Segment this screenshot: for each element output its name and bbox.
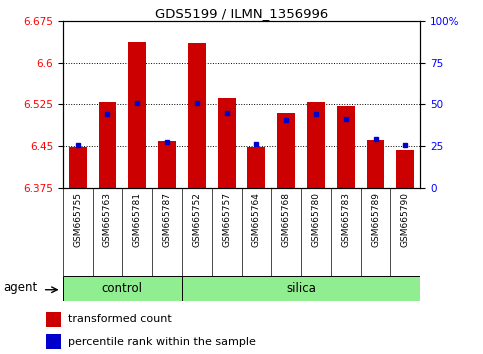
Bar: [307, 102, 325, 188]
Bar: [158, 141, 176, 188]
Text: GSM665763: GSM665763: [103, 192, 112, 247]
Bar: [397, 150, 414, 188]
Bar: [247, 147, 265, 188]
Bar: [69, 147, 86, 188]
Text: GSM665752: GSM665752: [192, 192, 201, 247]
Text: silica: silica: [286, 282, 316, 295]
Bar: [46, 312, 61, 327]
Text: GSM665789: GSM665789: [371, 192, 380, 247]
Bar: [182, 276, 420, 301]
Text: control: control: [102, 282, 143, 295]
Text: GSM665783: GSM665783: [341, 192, 350, 247]
Text: percentile rank within the sample: percentile rank within the sample: [68, 337, 256, 347]
Bar: [46, 334, 61, 349]
Title: GDS5199 / ILMN_1356996: GDS5199 / ILMN_1356996: [155, 7, 328, 20]
Bar: [99, 102, 116, 188]
Text: GSM665787: GSM665787: [163, 192, 171, 247]
Bar: [218, 98, 236, 188]
Text: transformed count: transformed count: [68, 314, 171, 324]
Text: GSM665764: GSM665764: [252, 192, 261, 247]
Text: GSM665768: GSM665768: [282, 192, 291, 247]
Bar: [337, 105, 355, 188]
Bar: [188, 44, 206, 188]
Text: GSM665755: GSM665755: [73, 192, 82, 247]
Text: GSM665780: GSM665780: [312, 192, 320, 247]
Text: GSM665781: GSM665781: [133, 192, 142, 247]
Text: GSM665757: GSM665757: [222, 192, 231, 247]
Text: GSM665790: GSM665790: [401, 192, 410, 247]
Text: agent: agent: [3, 281, 37, 294]
Bar: [367, 141, 384, 188]
Bar: [128, 42, 146, 188]
Bar: [277, 113, 295, 188]
Bar: [63, 276, 182, 301]
